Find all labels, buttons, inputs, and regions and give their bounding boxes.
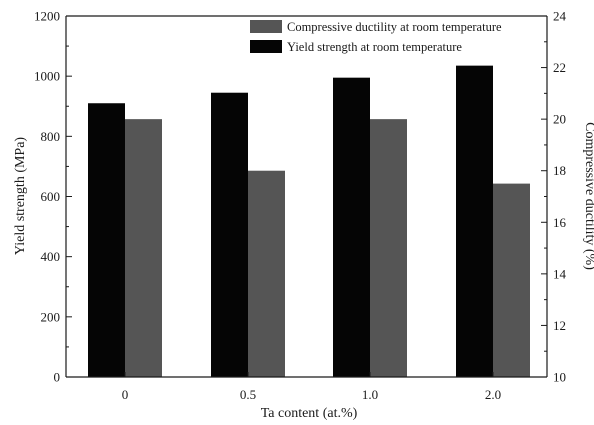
legend-swatch bbox=[250, 40, 282, 53]
x-axis-ticks: 0 0.5 1.0 2.0 bbox=[122, 372, 501, 402]
right-tick-label: 20 bbox=[553, 112, 566, 127]
bar-ductility-1.0 bbox=[370, 119, 407, 378]
legend: Compressive ductility at room temperatur… bbox=[250, 20, 502, 54]
left-axis-ticks: 0 200 400 600 800 1000 1200 bbox=[34, 9, 72, 385]
bar-yield-0.5 bbox=[211, 92, 248, 378]
bar-yield-2.0 bbox=[456, 65, 493, 377]
left-tick-label: 200 bbox=[41, 309, 61, 324]
left-tick-label: 1000 bbox=[34, 69, 60, 84]
right-tick-label: 12 bbox=[553, 318, 566, 333]
bar-yield-1.0 bbox=[333, 77, 370, 377]
bar-ductility-2.0 bbox=[493, 183, 530, 377]
bar-ductility-0.5 bbox=[248, 170, 285, 377]
left-tick-label: 800 bbox=[41, 129, 61, 144]
legend-label: Yield strength at room temperature bbox=[287, 40, 462, 54]
x-tick-label: 1.0 bbox=[362, 387, 378, 402]
right-axis-ticks: 10 12 14 16 18 20 22 24 bbox=[541, 9, 567, 385]
right-tick-label: 16 bbox=[553, 215, 567, 230]
x-axis-title: Ta content (at.%) bbox=[261, 406, 358, 421]
left-tick-label: 1200 bbox=[34, 9, 60, 24]
left-axis-title: Yield strength (MPa) bbox=[13, 137, 28, 256]
right-tick-label: 18 bbox=[553, 163, 566, 178]
right-tick-label: 24 bbox=[553, 9, 567, 24]
right-tick-label: 22 bbox=[553, 60, 566, 75]
legend-label: Compressive ductility at room temperatur… bbox=[287, 20, 502, 34]
left-tick-label: 600 bbox=[41, 189, 61, 204]
x-tick-label: 0.5 bbox=[240, 387, 256, 402]
right-tick-label: 10 bbox=[553, 370, 566, 385]
left-tick-label: 0 bbox=[54, 370, 61, 385]
left-tick-label: 400 bbox=[41, 249, 61, 264]
x-tick-label: 0 bbox=[122, 387, 129, 402]
bar-yield-0 bbox=[88, 103, 125, 377]
x-tick-label: 2.0 bbox=[485, 387, 501, 402]
bars-layer bbox=[88, 65, 530, 378]
right-axis-title: Compressive ductility (%) bbox=[582, 122, 594, 270]
right-tick-label: 14 bbox=[553, 266, 567, 281]
legend-swatch bbox=[250, 20, 282, 33]
bar-ductility-0 bbox=[125, 119, 162, 378]
